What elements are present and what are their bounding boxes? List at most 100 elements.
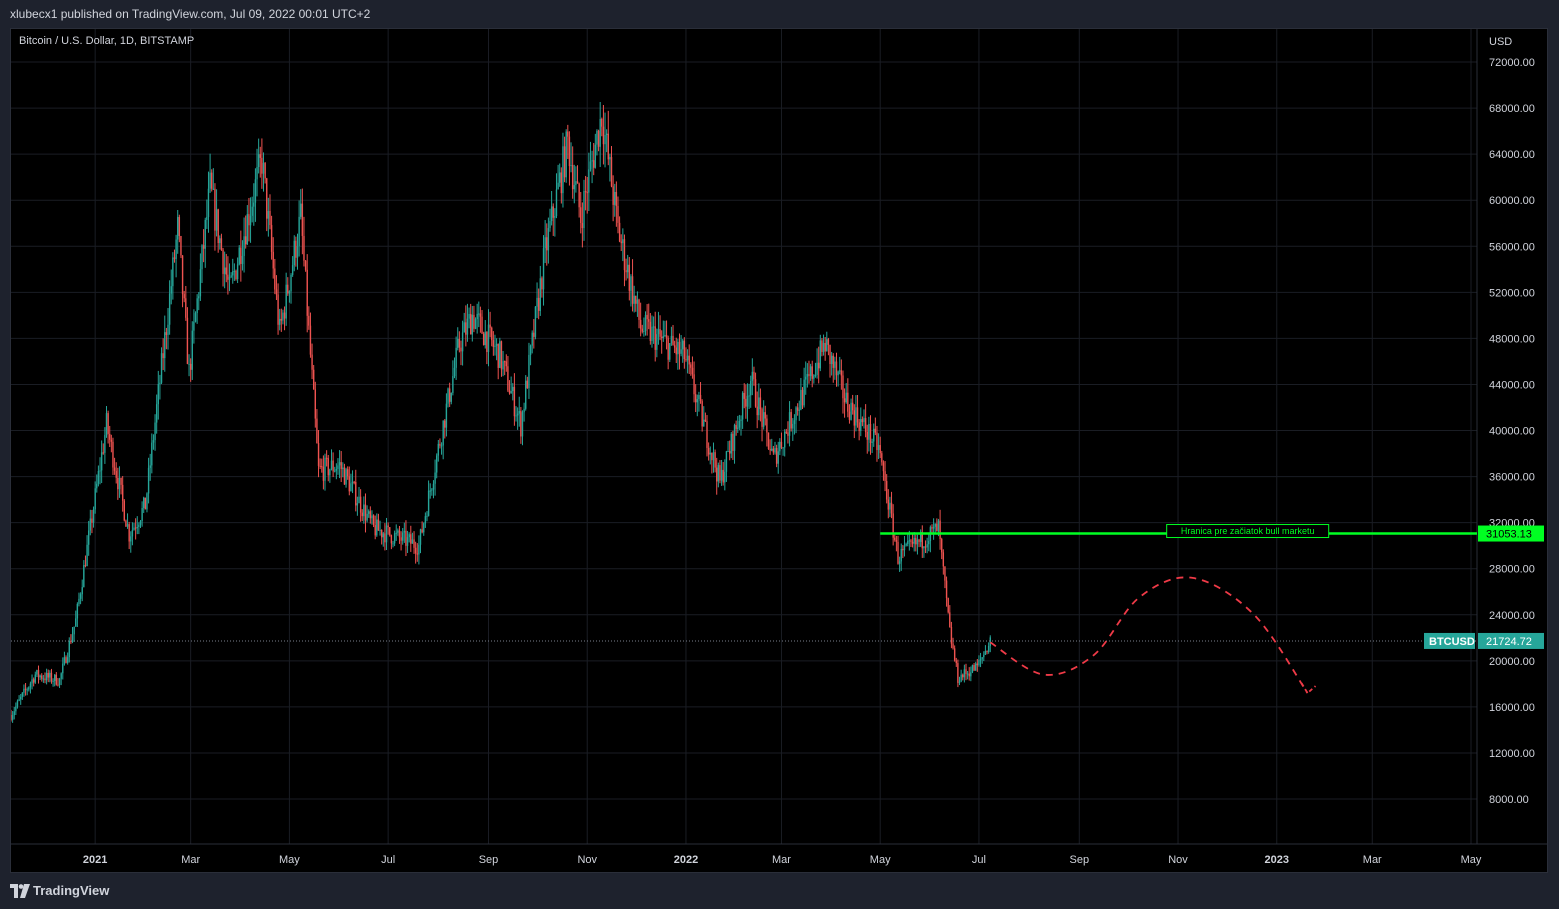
- time-tick-label: May: [870, 854, 891, 866]
- time-tick-label: May: [279, 854, 300, 866]
- candle-body: [387, 525, 389, 528]
- time-tick-label: May: [1461, 854, 1482, 866]
- candle-body: [796, 407, 799, 411]
- candle-body: [214, 188, 216, 231]
- candle-body: [505, 361, 507, 367]
- candle-body: [125, 520, 127, 527]
- candle-body: [688, 355, 690, 365]
- candle-body: [926, 544, 928, 548]
- price-tick-label: 44000.00: [1489, 379, 1535, 391]
- candle-body: [232, 271, 234, 276]
- candle-body: [63, 657, 66, 664]
- candle-body: [338, 462, 341, 466]
- candle-body: [173, 257, 176, 259]
- candle-body: [448, 388, 451, 402]
- candle-body: [955, 660, 957, 664]
- candle-body: [21, 692, 24, 697]
- candle-body: [639, 319, 642, 329]
- candle-body: [411, 539, 414, 544]
- candle-body: [92, 509, 95, 523]
- candle-body: [559, 172, 561, 183]
- candle-body: [246, 214, 249, 245]
- candle-body: [981, 657, 983, 660]
- candle-body: [808, 374, 810, 377]
- candle-body: [809, 366, 812, 377]
- candle-body: [842, 375, 844, 399]
- tradingview-brand[interactable]: TradingView: [33, 883, 110, 898]
- candle-body: [346, 469, 349, 477]
- candle-body: [748, 395, 750, 397]
- candle-body: [180, 235, 182, 256]
- candle-body: [24, 688, 27, 690]
- candle-body: [337, 465, 339, 470]
- candle-body: [151, 442, 153, 466]
- candle-body: [711, 452, 713, 461]
- candle-body: [690, 364, 692, 368]
- candle-body: [445, 403, 448, 428]
- candle-body: [288, 291, 291, 294]
- candle-body: [547, 228, 550, 251]
- candle-body: [285, 284, 287, 319]
- candle-body: [550, 206, 553, 222]
- candle-body: [756, 406, 758, 416]
- price-tick-label: 56000.00: [1489, 241, 1535, 253]
- candle-body: [178, 217, 181, 236]
- candle-body: [728, 450, 731, 454]
- candle-body: [322, 466, 325, 481]
- candle-body: [751, 371, 754, 381]
- candle-body: [544, 237, 546, 249]
- price-tick-label: 28000.00: [1489, 564, 1535, 576]
- candle-body: [368, 511, 370, 514]
- candle-body: [66, 657, 69, 663]
- candle-body: [628, 264, 631, 291]
- candle-body: [421, 529, 423, 533]
- candle-body: [403, 530, 406, 533]
- symbol-title: Bitcoin / U.S. Dollar, 1D, BITSTAMP: [19, 35, 195, 47]
- candle-body: [471, 314, 474, 335]
- candle-body: [431, 489, 433, 491]
- candle-body: [520, 410, 522, 437]
- candle-body: [219, 238, 221, 243]
- last-price-badges: BTCUSD 21724.72: [1424, 632, 1544, 649]
- candle-body: [546, 237, 548, 251]
- candle-body: [413, 539, 415, 548]
- candle-body: [921, 532, 923, 549]
- candle-body: [733, 425, 736, 451]
- candle-body: [402, 532, 404, 541]
- candle-body: [280, 318, 283, 321]
- candle-body: [172, 257, 174, 287]
- candle-body: [439, 443, 441, 446]
- candle-body: [552, 206, 554, 218]
- candle-body: [560, 172, 563, 194]
- candle-body: [536, 297, 538, 307]
- candle-body: [835, 361, 838, 376]
- candle-body: [94, 488, 96, 510]
- candle-body: [706, 421, 708, 448]
- candle-body: [911, 541, 914, 544]
- candle-body: [907, 541, 909, 544]
- footer-bar: TradingView: [0, 873, 1559, 909]
- time-tick-label: Mar: [1363, 854, 1382, 866]
- candle-body: [359, 496, 362, 513]
- projection-path: [989, 576, 1309, 694]
- candle-body: [631, 276, 634, 304]
- candle-body: [209, 172, 211, 189]
- candle-body: [798, 409, 800, 411]
- price-chart[interactable]: USD 8000.00 12000.00 16000.00 20000.00 24000.…: [11, 29, 1547, 872]
- price-tick-label: 20000.00: [1489, 656, 1535, 668]
- candle-body: [913, 537, 915, 544]
- candle-body: [16, 700, 19, 707]
- candle-body: [70, 641, 72, 643]
- candle-body: [146, 493, 148, 510]
- candle-body: [665, 334, 668, 338]
- candle-body: [989, 637, 991, 646]
- candle-body: [978, 660, 980, 666]
- chart-panel[interactable]: USD 8000.00 12000.00 16000.00 20000.00 24000.…: [10, 28, 1548, 873]
- candle-body: [761, 409, 763, 427]
- tradingview-logo-icon[interactable]: [10, 884, 30, 898]
- candle-body: [701, 401, 703, 427]
- candle-body: [617, 206, 619, 223]
- price-tick-label: 16000.00: [1489, 702, 1535, 714]
- candle-body: [937, 520, 940, 532]
- candle-body: [819, 340, 822, 369]
